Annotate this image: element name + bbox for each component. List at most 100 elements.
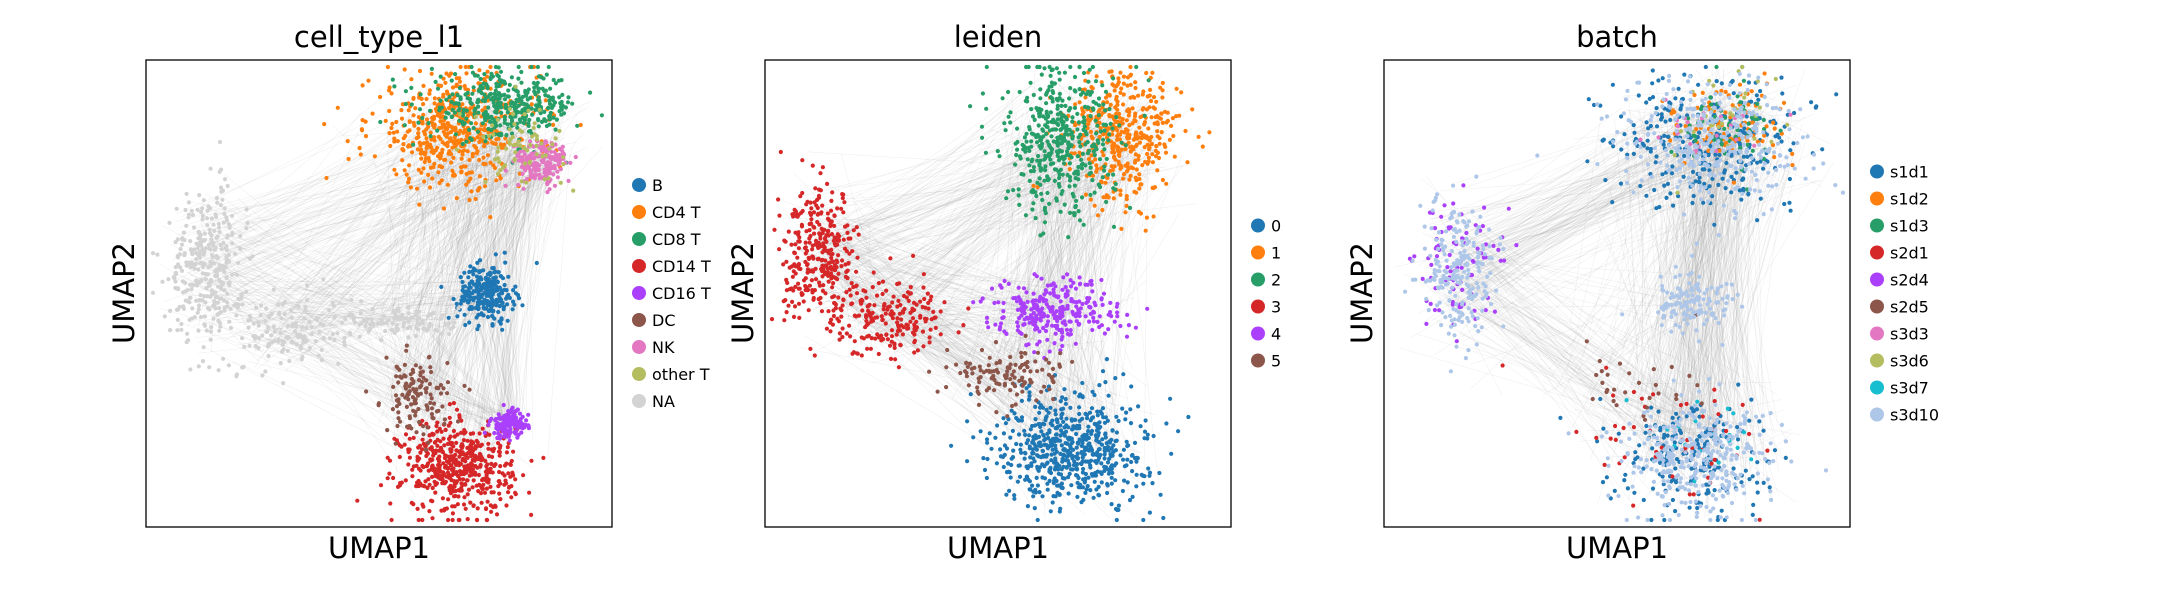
point (482, 144, 487, 149)
point (465, 87, 471, 92)
edge (421, 193, 444, 452)
edge (493, 123, 515, 309)
point (442, 443, 447, 448)
point (435, 420, 440, 425)
point (239, 293, 244, 298)
edge (237, 197, 505, 425)
point (215, 234, 220, 239)
point (462, 482, 468, 487)
edge (292, 285, 491, 358)
edge (217, 138, 474, 288)
point (240, 336, 245, 341)
point (394, 323, 399, 328)
point (251, 321, 256, 326)
point (546, 161, 551, 166)
point (360, 128, 365, 133)
edge (508, 157, 511, 418)
point (1053, 494, 1058, 499)
point (465, 464, 470, 469)
point (1161, 515, 1166, 521)
point (461, 284, 466, 289)
point (534, 152, 539, 157)
point (1048, 509, 1053, 514)
point (1121, 447, 1126, 452)
point (218, 310, 223, 315)
point (347, 313, 352, 318)
point (387, 471, 392, 476)
point (1060, 476, 1065, 481)
point (388, 501, 393, 506)
point (461, 438, 466, 443)
point (418, 143, 423, 148)
point (1124, 439, 1129, 444)
point (208, 247, 213, 252)
legend-marker (632, 394, 646, 408)
point (454, 479, 460, 484)
point (475, 440, 480, 445)
edge (410, 109, 448, 431)
point (1068, 450, 1073, 455)
point (506, 274, 511, 279)
point (428, 400, 433, 405)
point (471, 125, 476, 131)
edge (419, 394, 519, 415)
point (527, 139, 533, 144)
point (208, 329, 213, 334)
edge (277, 328, 511, 430)
point (1017, 474, 1023, 479)
point (402, 168, 407, 173)
edge (250, 178, 450, 323)
point (471, 478, 476, 483)
point (512, 412, 517, 417)
point (418, 92, 423, 97)
point (566, 178, 571, 183)
point (560, 103, 565, 108)
point (450, 92, 455, 97)
edge (931, 101, 1121, 300)
legend-label: CD16 T (652, 284, 711, 303)
edge (202, 268, 486, 305)
point (349, 297, 354, 302)
edge (195, 140, 509, 294)
edge (488, 135, 517, 430)
point (998, 447, 1003, 452)
edge (263, 107, 588, 305)
point (488, 470, 493, 475)
point (1120, 406, 1125, 411)
edge (257, 337, 459, 462)
point (180, 237, 185, 242)
point (1075, 494, 1080, 499)
point (384, 355, 389, 360)
point (235, 305, 240, 310)
point (460, 279, 465, 285)
point (183, 207, 188, 213)
point (188, 295, 193, 300)
point (1025, 504, 1030, 509)
edge (494, 147, 573, 427)
point (271, 287, 276, 292)
point (489, 509, 494, 514)
point (551, 77, 556, 83)
point (522, 145, 527, 151)
point (475, 517, 480, 523)
point (429, 445, 434, 450)
point (462, 383, 467, 388)
point (513, 108, 518, 114)
point (166, 277, 171, 282)
point (445, 391, 450, 396)
point (1069, 417, 1074, 422)
point (426, 355, 431, 360)
edge (312, 133, 534, 310)
edge (362, 164, 548, 316)
point (431, 116, 436, 121)
point (404, 343, 409, 348)
edge (248, 316, 458, 328)
point (190, 306, 195, 311)
point (1141, 481, 1146, 486)
point (1002, 443, 1008, 448)
point (1087, 443, 1092, 448)
point (1142, 436, 1147, 441)
point (571, 188, 576, 193)
point (167, 220, 172, 225)
edge (1041, 99, 1058, 317)
